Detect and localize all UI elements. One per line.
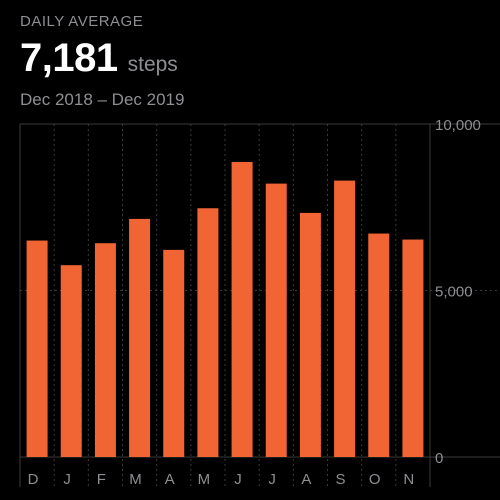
bar-f-2 <box>94 243 116 457</box>
x-tick-label: J <box>63 471 71 488</box>
x-tick-label: D <box>28 471 39 488</box>
daily-average-label: DAILY AVERAGE <box>20 13 144 30</box>
bar-j-6 <box>231 161 253 457</box>
daily-average-unit: steps <box>127 53 178 76</box>
x-tick-label: M <box>129 471 142 488</box>
y-tick-label: 10,000 <box>435 117 481 134</box>
bar-m-3 <box>129 218 151 457</box>
x-tick-label: M <box>198 471 211 488</box>
bar-s-9 <box>334 180 356 458</box>
date-range: Dec 2018 – Dec 2019 <box>20 90 185 109</box>
x-tick-label: A <box>165 471 175 488</box>
x-tick-label: N <box>403 471 414 488</box>
x-tick-label: S <box>335 471 345 488</box>
x-tick-label: A <box>301 471 311 488</box>
bar-j-1 <box>60 265 82 457</box>
x-tick-label: J <box>234 471 242 488</box>
bar-a-8 <box>299 212 321 457</box>
daily-average-row: 7,181 steps <box>20 36 178 81</box>
bar-o-10 <box>368 233 390 457</box>
x-tick-label: F <box>97 471 106 488</box>
bar-a-4 <box>163 249 185 457</box>
y-tick-label: 0 <box>435 450 443 467</box>
bar-d-0 <box>26 240 48 457</box>
x-tick-label: J <box>268 471 276 488</box>
bar-j-7 <box>265 183 287 457</box>
y-tick-label: 5,000 <box>435 284 473 301</box>
bar-m-5 <box>197 208 219 457</box>
bar-n-11 <box>402 239 424 457</box>
x-tick-label: O <box>369 471 381 488</box>
daily-average-value: 7,181 <box>20 36 118 80</box>
